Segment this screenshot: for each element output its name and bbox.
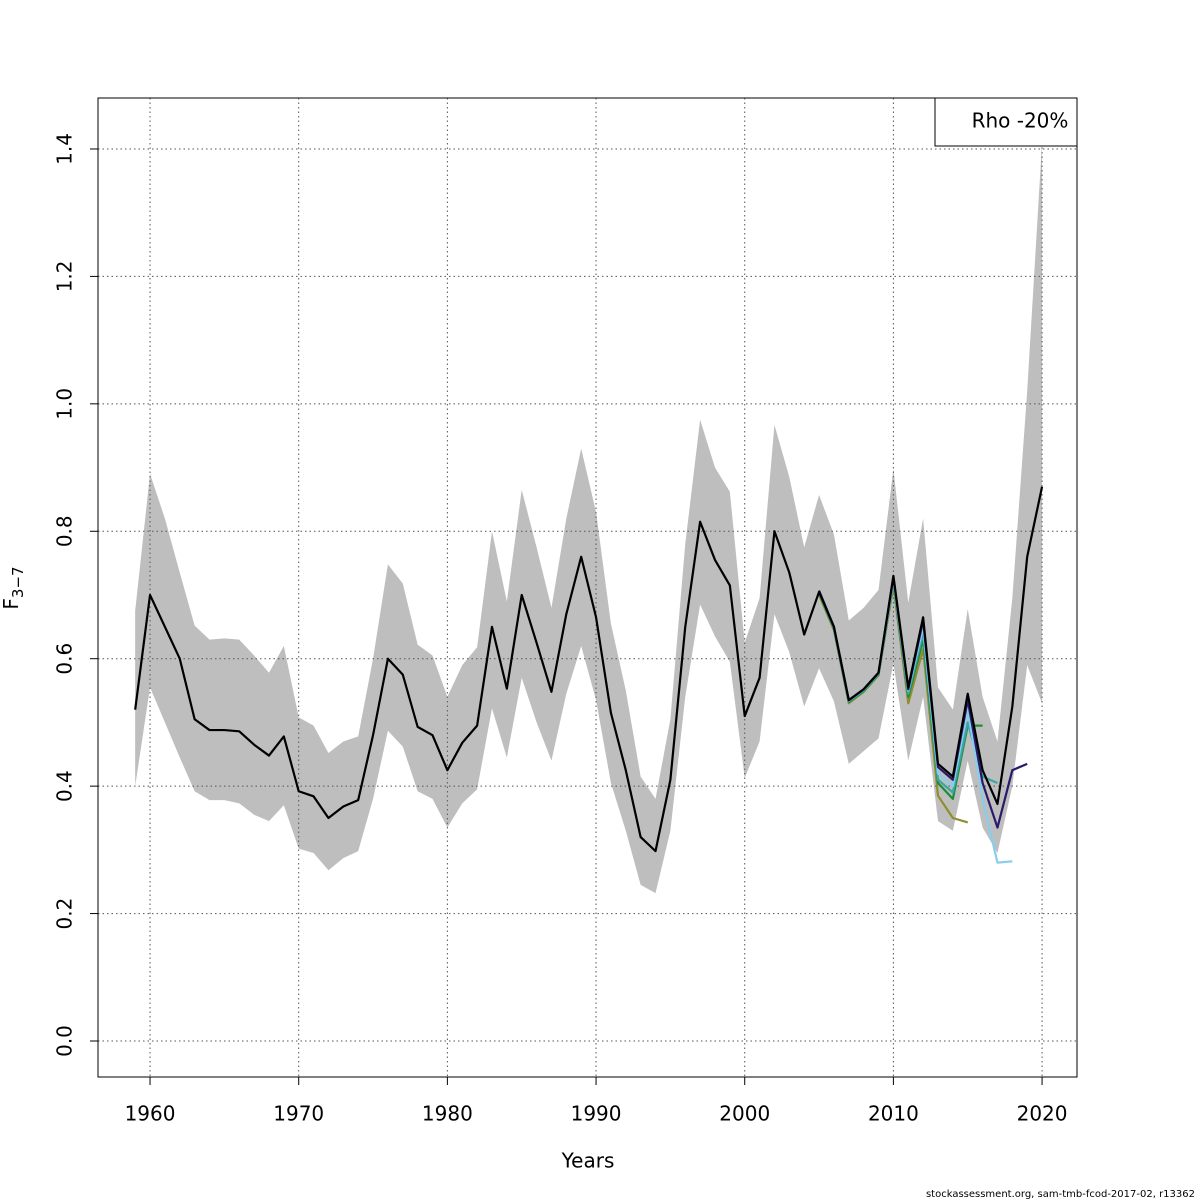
y-tick-label: 0.0 <box>53 1025 77 1057</box>
x-tick-label: 1960 <box>125 1102 176 1126</box>
x-axis-label: Years <box>561 1149 615 1173</box>
x-tick-label: 2020 <box>1017 1102 1068 1126</box>
legend-box <box>934 97 1078 147</box>
y-axis-label-sub: 3−7 <box>9 566 27 598</box>
y-axis-label: F3−7 <box>0 566 27 609</box>
y-axis-label-main: F <box>0 598 23 610</box>
confidence-band <box>135 142 1043 894</box>
y-tick-label: 1.4 <box>53 133 77 165</box>
y-tick-label: 0.8 <box>53 515 77 547</box>
x-tick-label: 1990 <box>571 1102 622 1126</box>
series-line <box>134 486 1044 853</box>
x-tick-label: 2010 <box>868 1102 919 1126</box>
y-tick-label: 1.2 <box>53 260 77 292</box>
x-tick-label: 1980 <box>422 1102 473 1126</box>
series-line <box>818 579 998 794</box>
footer: stockassessment.org, sam-tmb-fcod-2017-0… <box>926 1189 1195 1200</box>
y-tick-label: 0.2 <box>53 898 77 930</box>
x-tick-label: 1970 <box>273 1102 324 1126</box>
x-tick-label: 2000 <box>719 1102 770 1126</box>
y-tick-label: 0.6 <box>53 643 77 675</box>
y-tick-label: 0.4 <box>53 770 77 802</box>
y-tick-label: 1.0 <box>53 388 77 420</box>
plot-frame <box>97 97 1078 1078</box>
legend-text: Rho -20% <box>972 109 1069 133</box>
